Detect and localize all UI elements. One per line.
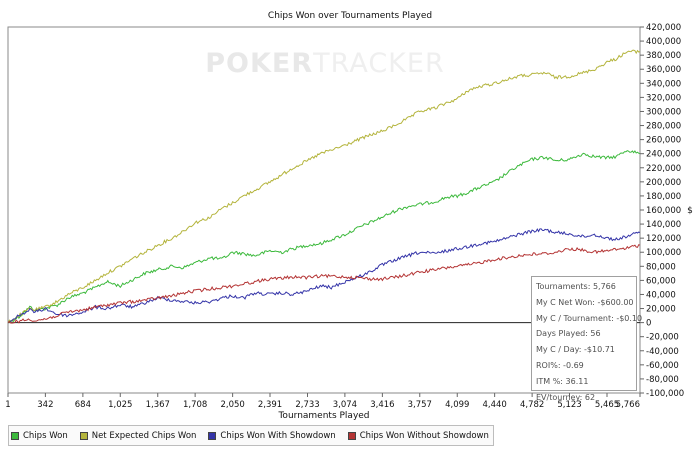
- watermark-left: POKER: [205, 48, 313, 79]
- y-tick-label: -60,000: [646, 361, 679, 371]
- x-tick-label: 2,733: [295, 400, 319, 410]
- legend-label: Chips Won: [23, 430, 68, 441]
- y-tick-label: 80,000: [646, 262, 676, 272]
- y-tick-label: 300,000: [646, 107, 681, 117]
- y-tick-label: 100,000: [646, 248, 681, 258]
- x-tick-label: 2,391: [258, 400, 282, 410]
- y-tick-label: 360,000: [646, 65, 681, 75]
- y-tick-label: 200,000: [646, 178, 681, 188]
- legend-swatch: [208, 431, 217, 440]
- legend-item-without-showdown[interactable]: Chips Won Without Showdown: [347, 430, 489, 441]
- x-tick-label: 5,766: [616, 400, 640, 410]
- x-tick-label: 3,074: [333, 400, 357, 410]
- y-tick-label: 420,000: [646, 23, 681, 33]
- chart-title: Chips Won over Tournaments Played: [268, 11, 432, 21]
- stat-days-played: Days Played: 56: [536, 329, 601, 339]
- series-line-2: [7, 228, 641, 324]
- x-axis: 1 342 684 1,025 1,367 1,708 2,050 2,391 2,733 3,0…: [5, 393, 641, 410]
- x-tick-label: 4,440: [482, 400, 506, 410]
- watermark-right: TRACKER: [312, 48, 445, 79]
- legend-swatch: [11, 431, 19, 440]
- legend: Chips Won Net Expected Chips Won Chips W…: [8, 425, 494, 446]
- y-axis-title: $: [687, 206, 693, 216]
- y-tick-label: 320,000: [646, 93, 681, 103]
- legend-item-net-expected[interactable]: Net Expected Chips Won: [79, 430, 197, 441]
- y-tick-label: 60,000: [646, 276, 676, 286]
- x-tick-label: 4,782: [520, 400, 544, 410]
- stat-per-day: My C / Day: -$10.71: [536, 345, 615, 355]
- y-tick-label: 160,000: [646, 206, 681, 216]
- x-tick-label: 1,367: [146, 400, 170, 410]
- legend-swatch: [347, 431, 356, 440]
- y-tick-label: -20,000: [646, 333, 679, 343]
- stats-panel: Tournaments: 5,766 My C Net Won: -$600.0…: [531, 276, 643, 402]
- legend-label: Chips Won Without Showdown: [359, 430, 489, 441]
- y-tick-label: 240,000: [646, 150, 681, 160]
- x-axis-title: Tournaments Played: [277, 411, 369, 421]
- x-tick-label: 4,099: [445, 400, 469, 410]
- series-line-1: [7, 49, 641, 324]
- y-tick-label: 140,000: [646, 220, 681, 230]
- x-tick-label: 5,123: [557, 400, 581, 410]
- stat-ev-tourney: EV/tourney: 62: [536, 392, 596, 402]
- y-tick-label: 400,000: [646, 37, 681, 47]
- x-tick-label: 3,757: [408, 400, 432, 410]
- stat-tournaments: Tournaments: 5,766: [536, 282, 616, 291]
- x-tick-label: 3,416: [370, 400, 394, 410]
- series-line-3: [7, 244, 641, 324]
- y-tick-label: 20,000: [646, 305, 676, 315]
- y-tick-label: -40,000: [646, 347, 679, 357]
- y-tick-label: 280,000: [646, 122, 681, 132]
- stat-per-tournament: My C / Tournament: -$0.10: [536, 313, 643, 323]
- y-tick-label: 340,000: [646, 79, 681, 89]
- x-tick-label: 1: [5, 400, 10, 410]
- x-tick-label: 1,025: [108, 400, 132, 410]
- y-tick-label: -80,000: [646, 375, 679, 385]
- y-axis: -100,000 -80,000 -60,000 -40,000 -20,000 0 20,…: [640, 23, 684, 399]
- y-tick-label: 380,000: [646, 51, 681, 61]
- series-layer: [7, 49, 641, 324]
- watermark: POKERTRACKER: [205, 48, 444, 79]
- legend-item-with-showdown[interactable]: Chips Won With Showdown: [208, 430, 336, 441]
- series-line-0: [7, 150, 641, 324]
- svg-text:POKERTRACKER: POKERTRACKER: [205, 48, 444, 79]
- x-tick-label: 1,708: [183, 400, 207, 410]
- x-tick-label: 5,465: [595, 400, 619, 410]
- x-tick-label: 2,050: [220, 400, 244, 410]
- y-tick-label: -100,000: [646, 389, 684, 399]
- legend-swatch: [79, 431, 88, 440]
- y-tick-label: 0: [646, 319, 651, 329]
- stat-roi: ROI%: -0.69: [536, 360, 584, 370]
- y-tick-label: 40,000: [646, 290, 676, 300]
- y-tick-label: 180,000: [646, 192, 681, 202]
- stat-itm: ITM %: 36.11: [536, 376, 589, 386]
- legend-item-chips-won[interactable]: Chips Won: [11, 431, 68, 441]
- legend-label: Net Expected Chips Won: [91, 430, 197, 441]
- y-tick-label: 260,000: [646, 136, 681, 146]
- y-tick-label: 120,000: [646, 234, 681, 244]
- legend-label: Chips Won With Showdown: [220, 430, 336, 441]
- stat-net-won: My C Net Won: -$600.00: [536, 297, 634, 307]
- x-tick-label: 342: [37, 400, 53, 410]
- x-tick-label: 684: [75, 400, 91, 410]
- y-tick-label: 220,000: [646, 164, 681, 174]
